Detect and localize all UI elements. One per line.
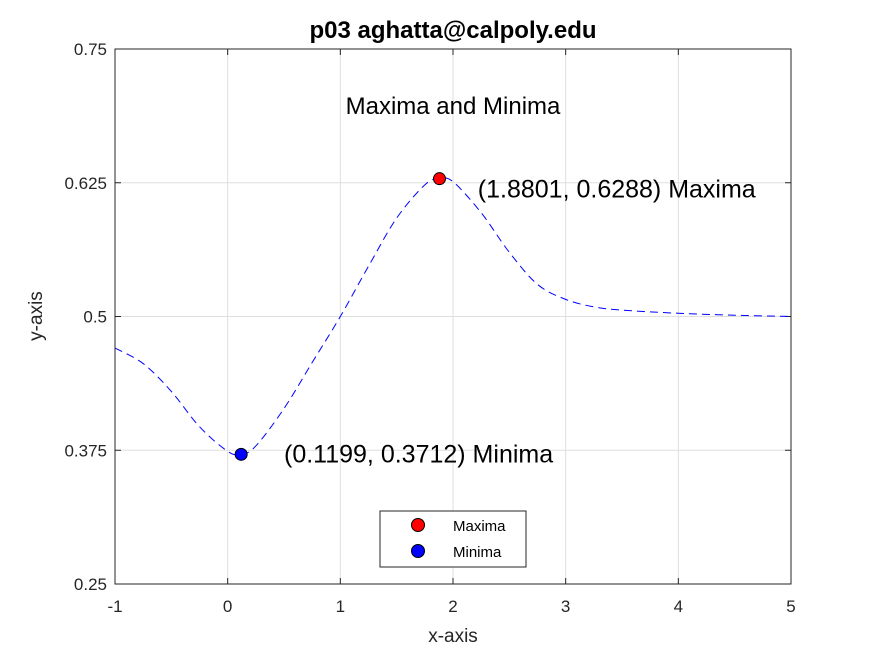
y-tick-label: 0.25 xyxy=(74,575,107,594)
legend-minima-marker xyxy=(411,544,425,558)
maxima-point xyxy=(432,172,446,186)
maxima-annotation: (1.8801, 0.6288) Maxima xyxy=(478,175,756,203)
y-tick-label: 0.375 xyxy=(64,441,107,460)
legend-box xyxy=(379,510,527,568)
x-axis-label: x-axis xyxy=(428,626,478,647)
annotation-layer: (1.8801, 0.6288) Maxima (0.1199, 0.3712) … xyxy=(284,175,756,468)
y-tick-label: 0.75 xyxy=(74,40,107,59)
plot-frame xyxy=(114,48,792,585)
marker-layer xyxy=(234,172,446,461)
minima-point xyxy=(234,447,248,461)
x-tick-label: -1 xyxy=(107,597,122,616)
chart-title: p03 aghatta@calpoly.edu xyxy=(309,17,596,44)
legend-maxima-marker xyxy=(411,518,425,532)
y-axis-label: y-axis xyxy=(26,291,47,341)
x-tick-label: 2 xyxy=(448,597,457,616)
y-axis-ticks: 0.25 0.375 0.5 0.625 0.75 xyxy=(64,40,791,594)
legend-maxima-label: Maxima xyxy=(453,518,506,535)
grid xyxy=(115,49,791,584)
x-axis-ticks: -1 0 1 2 3 4 5 xyxy=(107,49,796,616)
x-tick-label: 1 xyxy=(336,597,345,616)
y-tick-label: 0.5 xyxy=(83,308,107,327)
legend: Maxima Minima xyxy=(379,510,527,568)
chart-subtitle: Maxima and Minima xyxy=(346,93,561,120)
legend-minima-label: Minima xyxy=(453,544,502,561)
minima-annotation: (0.1199, 0.3712) Minima xyxy=(284,440,553,468)
x-tick-label: 5 xyxy=(786,597,795,616)
y-tick-label: 0.625 xyxy=(64,174,107,193)
x-tick-label: 4 xyxy=(674,597,683,616)
x-tick-label: 0 xyxy=(223,597,232,616)
x-tick-label: 3 xyxy=(561,597,570,616)
